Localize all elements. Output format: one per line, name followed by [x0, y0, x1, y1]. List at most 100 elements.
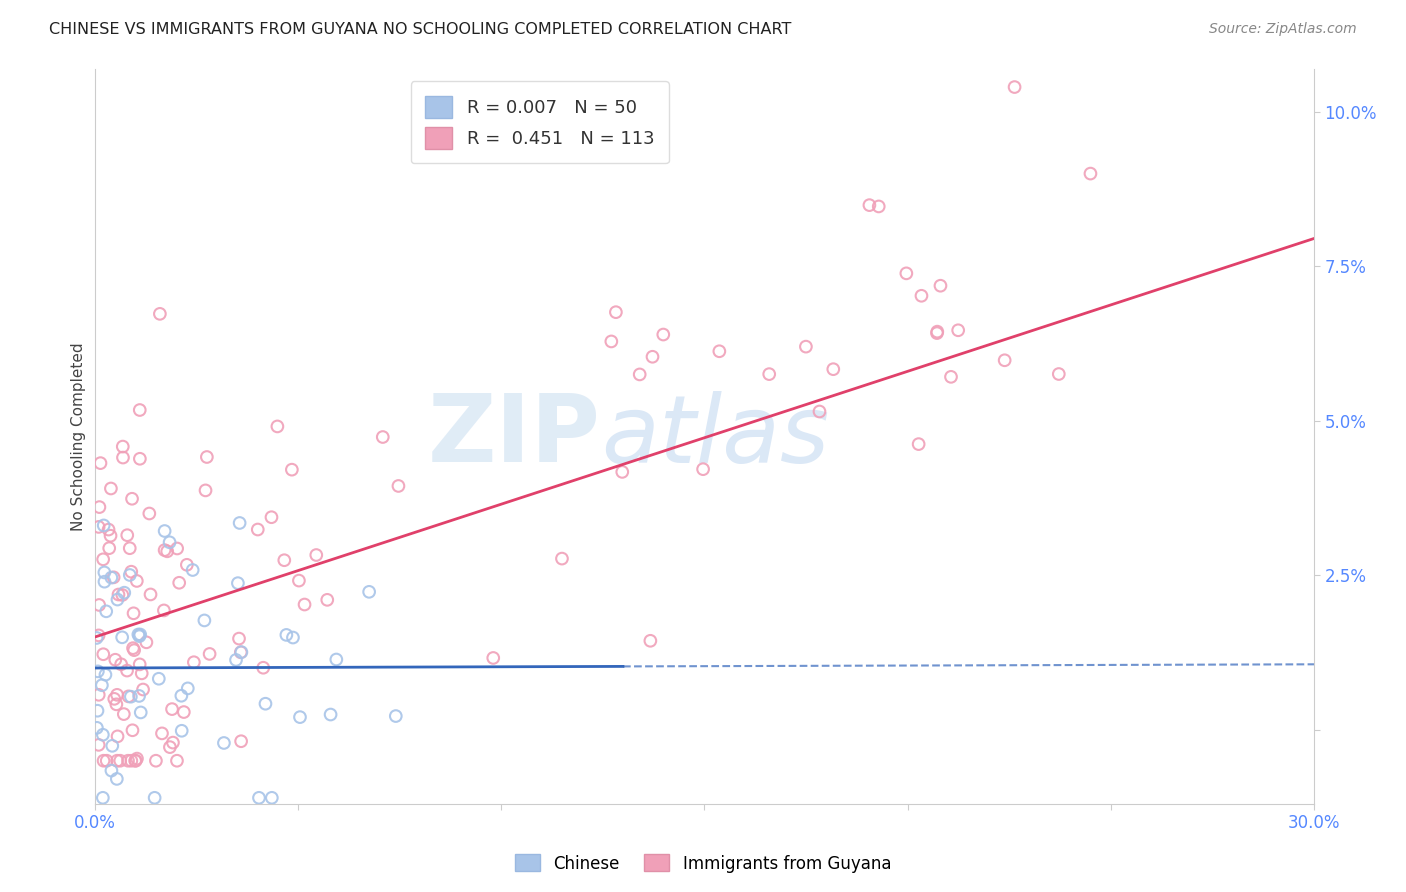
Point: [91, 728, 114, 742]
Point: [98, 541, 121, 556]
Point: [246, 523, 269, 537]
Point: [91, 790, 114, 805]
Point: [612, 465, 634, 479]
Point: [939, 369, 962, 384]
Point: [87, 628, 110, 642]
Text: atlas: atlas: [600, 391, 830, 482]
Point: [170, 689, 193, 703]
Point: [105, 698, 128, 712]
Point: [117, 528, 139, 542]
Point: [288, 574, 311, 588]
Point: [910, 289, 932, 303]
Point: [319, 707, 342, 722]
Point: [868, 199, 890, 213]
Point: [121, 491, 143, 506]
Point: [156, 544, 179, 558]
Point: [120, 690, 142, 704]
Point: [925, 326, 948, 340]
Point: [858, 198, 880, 212]
Point: [305, 548, 328, 562]
Point: [177, 681, 200, 696]
Point: [225, 653, 247, 667]
Point: [97, 523, 120, 537]
Point: [89, 456, 111, 470]
Point: [87, 665, 110, 679]
Point: [139, 587, 162, 601]
Point: [90, 678, 112, 692]
Point: [127, 627, 149, 641]
Point: [316, 592, 339, 607]
Point: [160, 702, 183, 716]
Point: [86, 721, 108, 735]
Point: [273, 553, 295, 567]
Point: [247, 790, 270, 805]
Point: [195, 450, 218, 464]
Point: [103, 691, 125, 706]
Point: [112, 585, 135, 599]
Point: [166, 541, 188, 556]
Point: [794, 340, 817, 354]
Point: [120, 565, 142, 579]
Point: [194, 483, 217, 498]
Point: [228, 516, 250, 530]
Point: [138, 507, 160, 521]
Point: [183, 655, 205, 669]
Point: [148, 672, 170, 686]
Point: [118, 568, 141, 582]
Point: [212, 736, 235, 750]
Point: [162, 736, 184, 750]
Point: [1004, 80, 1026, 95]
Point: [387, 479, 409, 493]
Point: [927, 325, 949, 339]
Point: [252, 661, 274, 675]
Point: [231, 645, 253, 659]
Point: [149, 307, 172, 321]
Point: [359, 584, 381, 599]
Point: [94, 667, 117, 681]
Point: [87, 688, 110, 702]
Point: [167, 575, 190, 590]
Point: [254, 697, 277, 711]
Point: [131, 666, 153, 681]
Point: [288, 710, 311, 724]
Point: [628, 368, 651, 382]
Point: [110, 754, 132, 768]
Point: [111, 440, 134, 454]
Point: [89, 598, 111, 612]
Point: [111, 630, 134, 644]
Point: [100, 529, 122, 543]
Point: [276, 628, 298, 642]
Point: [105, 688, 128, 702]
Point: [153, 543, 176, 558]
Point: [93, 518, 115, 533]
Point: [100, 571, 122, 585]
Point: [135, 635, 157, 649]
Point: [128, 657, 150, 672]
Point: [226, 576, 249, 591]
Point: [87, 738, 110, 752]
Point: [229, 734, 252, 748]
Point: [153, 524, 176, 538]
Text: Source: ZipAtlas.com: Source: ZipAtlas.com: [1209, 22, 1357, 37]
Point: [93, 574, 115, 589]
Point: [229, 645, 252, 659]
Point: [96, 754, 118, 768]
Point: [96, 604, 118, 618]
Point: [128, 451, 150, 466]
Legend: Chinese, Immigrants from Guyana: Chinese, Immigrants from Guyana: [508, 847, 898, 880]
Point: [125, 751, 148, 765]
Point: [124, 754, 146, 768]
Point: [228, 632, 250, 646]
Point: [1080, 167, 1102, 181]
Point: [808, 404, 831, 418]
Point: [166, 754, 188, 768]
Point: [551, 551, 574, 566]
Point: [100, 482, 122, 496]
Point: [946, 323, 969, 337]
Point: [281, 631, 304, 645]
Point: [159, 535, 181, 549]
Point: [896, 266, 918, 280]
Point: [120, 754, 142, 768]
Point: [89, 500, 111, 514]
Point: [173, 705, 195, 719]
